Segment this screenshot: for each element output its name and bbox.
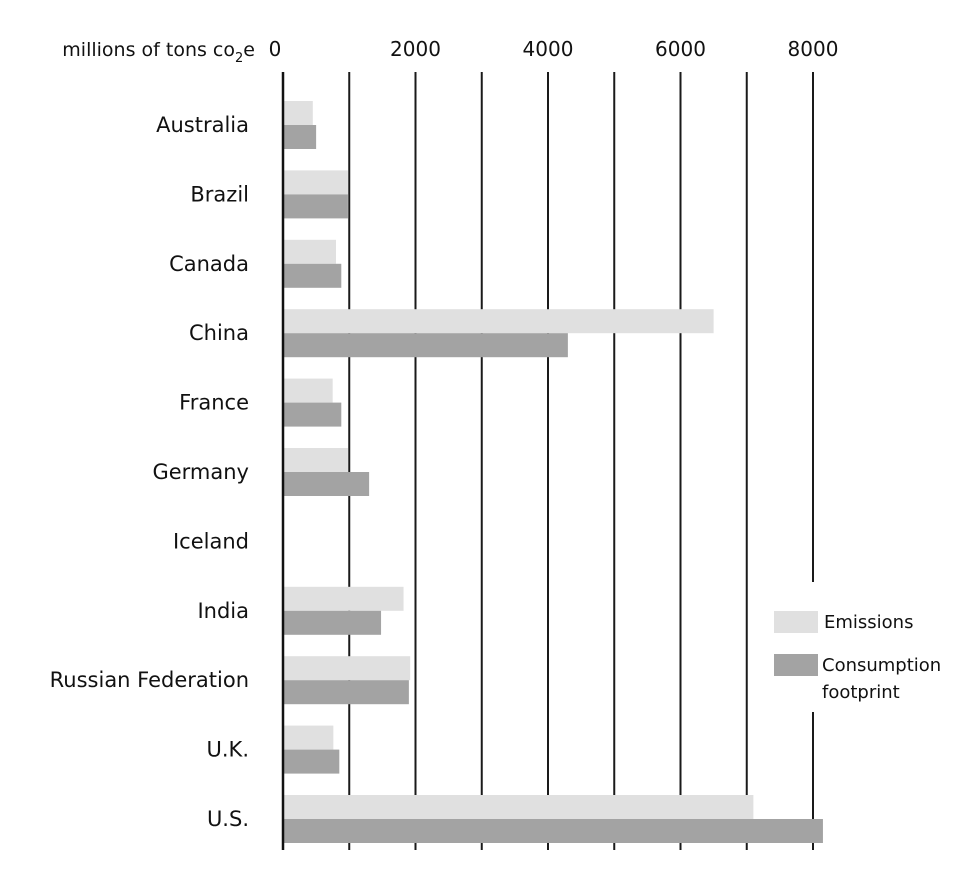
tick-label-8000: 8000 <box>788 37 839 61</box>
bar-emissions-u-k <box>283 725 334 750</box>
tick-label-2000: 2000 <box>390 37 441 61</box>
tick-label-6000: 6000 <box>655 37 706 61</box>
tick-label-0: 0 <box>269 37 282 61</box>
tick-label-4000: 4000 <box>523 37 574 61</box>
category-label: France <box>179 391 249 415</box>
bar-consumption-china <box>283 333 568 358</box>
bar-emissions-germany <box>283 448 348 472</box>
legend-label-emissions: Emissions <box>824 612 913 633</box>
bar-consumption-u-s <box>283 819 823 843</box>
category-label: Brazil <box>190 182 249 206</box>
bar-emissions-u-s <box>283 795 754 819</box>
legend-label-consumption: Consumption footprint <box>822 655 947 703</box>
legend-swatch-emissions <box>774 611 818 633</box>
category-label: Germany <box>152 460 249 484</box>
bar-consumption-france <box>283 402 342 427</box>
category-labels: Australia Brazil Canada China France Germany I… <box>50 113 249 831</box>
category-label: India <box>197 599 249 623</box>
bar-consumption-brazil <box>283 194 348 219</box>
bar-consumption-u-k <box>283 749 340 774</box>
bar-consumption-canada <box>283 263 342 288</box>
legend-swatch-consumption <box>774 654 818 676</box>
legend-label-consumption-line2: footprint <box>822 682 900 703</box>
bar-emissions-india <box>283 586 404 611</box>
bar-emissions-australia <box>283 101 313 125</box>
category-label: Canada <box>169 252 249 276</box>
legend: Emissions Consumption footprint <box>768 582 948 712</box>
bar-consumption-india <box>283 610 382 635</box>
category-label: Russian Federation <box>50 668 249 692</box>
bar-emissions-brazil <box>283 170 348 195</box>
bar-emissions-canada <box>283 239 336 264</box>
bar-consumption-germany <box>283 472 370 496</box>
bar-emissions-russian-federation <box>283 656 411 681</box>
category-label: U.S. <box>207 807 249 831</box>
bar-emissions-france <box>283 378 333 403</box>
category-label: China <box>189 321 249 345</box>
category-label: Australia <box>156 113 249 137</box>
category-label: U.K. <box>207 738 250 762</box>
bar-consumption-russian-federation <box>283 680 409 705</box>
bar-consumption-australia <box>283 125 317 149</box>
legend-label-consumption-line1: Consumption <box>822 655 941 676</box>
unit-label: millions of tons co2e <box>62 39 255 66</box>
bars <box>283 101 823 843</box>
gridlines <box>348 72 814 850</box>
category-label: Iceland <box>173 529 249 553</box>
legend-background <box>768 582 948 712</box>
tick-labels: 0 2000 4000 6000 8000 <box>269 37 839 61</box>
bar-emissions-china <box>283 309 714 334</box>
